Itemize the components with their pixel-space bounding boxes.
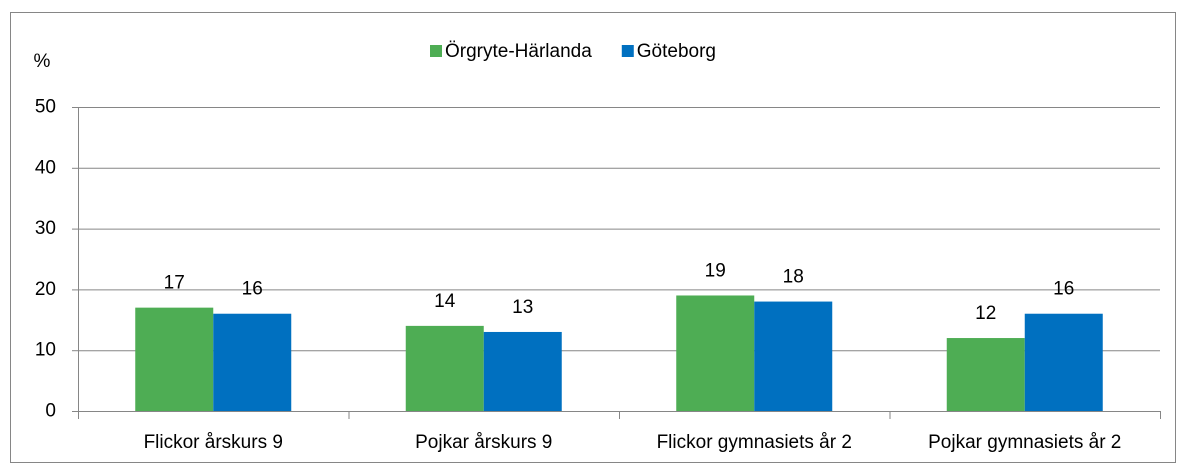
x-tick-label: Pojkar gymnasiets år 2 (928, 432, 1121, 453)
value-label: 18 (783, 267, 804, 288)
bar (135, 307, 214, 411)
value-label: 17 (164, 273, 185, 294)
legend-swatch (430, 45, 442, 57)
bar (405, 325, 484, 411)
legend-label: Örgryte-Härlanda (445, 41, 592, 62)
x-tick-label: Pojkar årskurs 9 (415, 432, 552, 453)
value-label: 13 (512, 297, 533, 318)
bar (754, 301, 833, 411)
value-label: 16 (1053, 279, 1074, 300)
x-tick-label: Flickor årskurs 9 (144, 432, 283, 453)
legend-swatch (621, 45, 634, 57)
bar (946, 338, 1025, 411)
value-label: 12 (975, 303, 996, 324)
bar (483, 331, 562, 411)
y-tick-label: 0 (45, 401, 56, 422)
legend-label: Göteborg (637, 41, 716, 62)
value-label: 16 (242, 279, 263, 300)
value-label: 14 (434, 291, 456, 312)
y-tick-label: 30 (35, 218, 56, 239)
y-tick-label: 10 (35, 340, 56, 361)
bar (213, 313, 292, 411)
y-axis-label: % (34, 51, 51, 72)
x-tick-label: Flickor gymnasiets år 2 (657, 432, 852, 453)
y-tick-label: 20 (35, 279, 56, 300)
y-tick-label: 50 (35, 97, 56, 118)
bar (676, 295, 755, 411)
y-tick-label: 40 (35, 157, 56, 178)
bar (1024, 313, 1103, 411)
value-label: 19 (705, 260, 726, 281)
